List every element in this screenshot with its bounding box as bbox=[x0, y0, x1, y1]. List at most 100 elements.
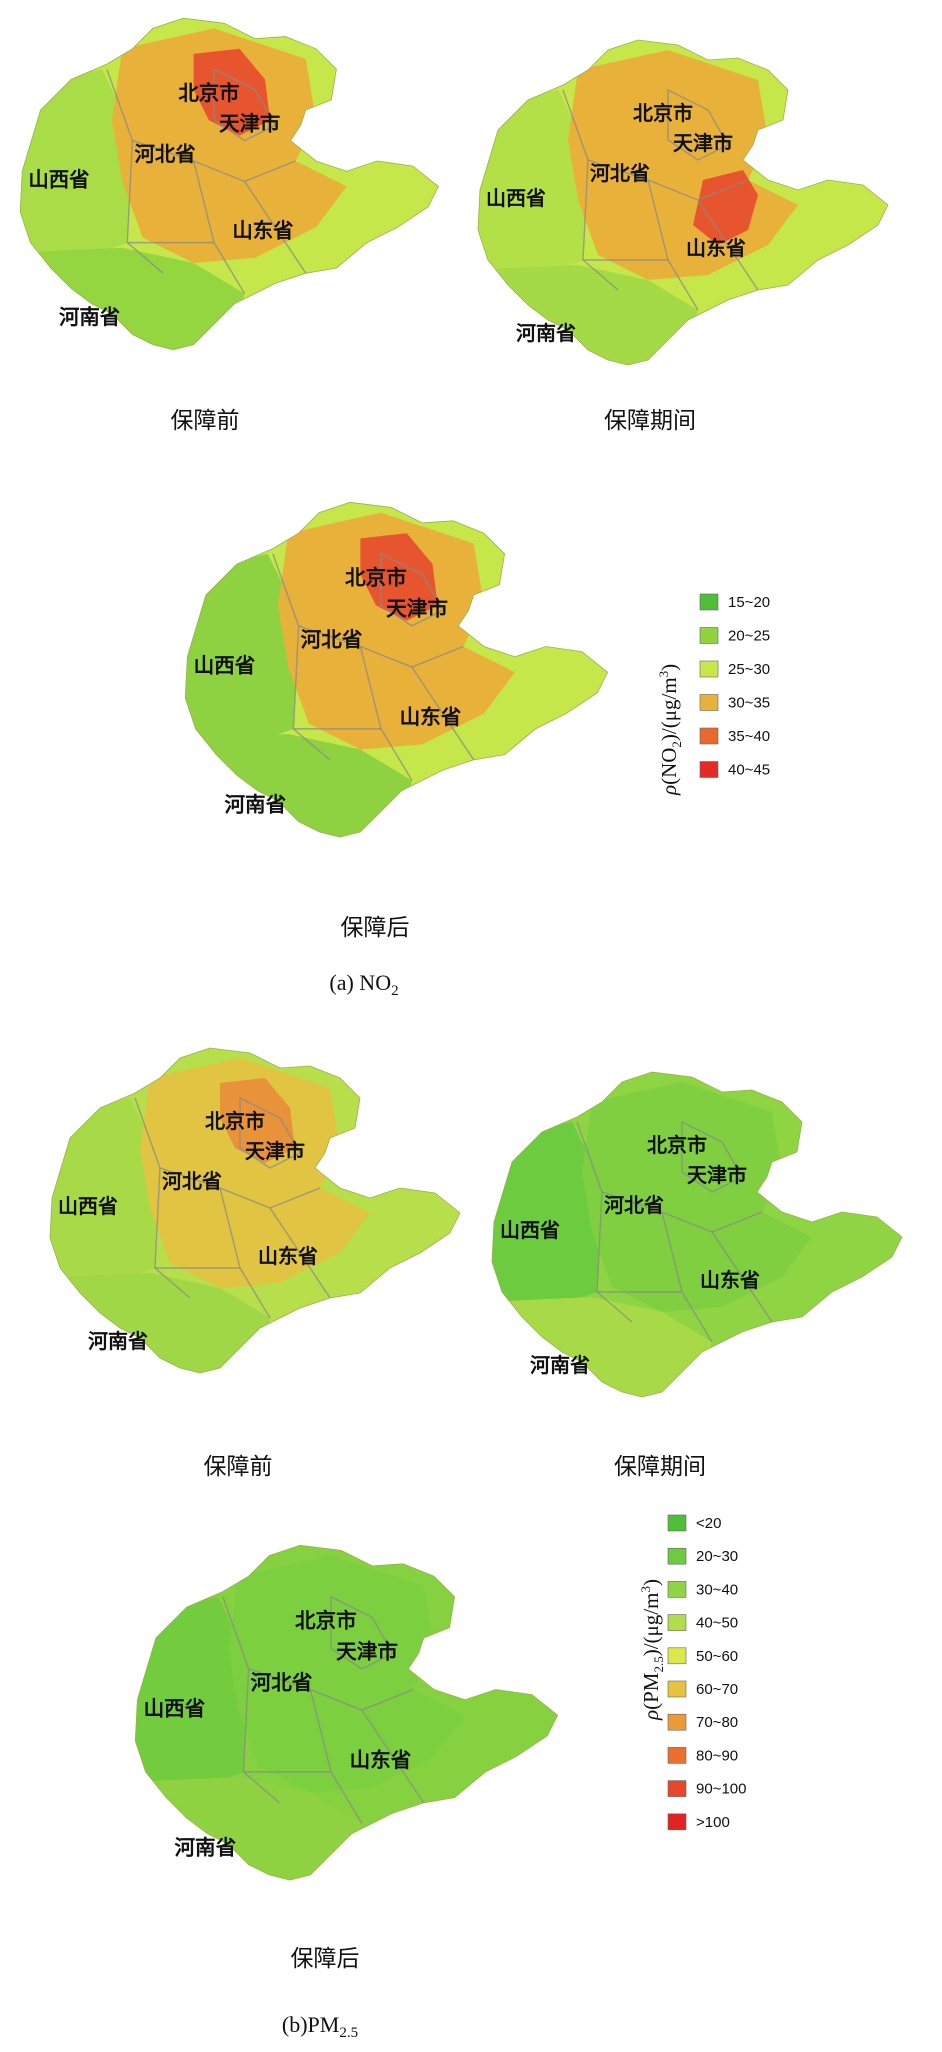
province-border bbox=[213, 68, 277, 142]
province-label: 山西省 bbox=[486, 186, 546, 210]
province-label: 山西省 bbox=[194, 653, 256, 677]
map-fill-core bbox=[582, 1082, 812, 1312]
province-border bbox=[576, 1121, 633, 1323]
legend-label: 70~80 bbox=[696, 1714, 738, 1731]
map-caption: 保障后 bbox=[291, 1946, 360, 1972]
legend-label: 80~90 bbox=[696, 1747, 738, 1764]
province-border bbox=[159, 1167, 321, 1209]
province-label: 山东省 bbox=[686, 236, 746, 260]
province-label: 北京市 bbox=[345, 566, 407, 590]
map-fill-core bbox=[278, 512, 515, 750]
province-label: 山东省 bbox=[350, 1748, 412, 1772]
legend-label: >100 bbox=[696, 1814, 730, 1831]
legend-label: 30~35 bbox=[728, 695, 770, 712]
panel-label-b: (b)PM2.5 bbox=[282, 2012, 358, 2041]
legend-swatch bbox=[667, 1581, 687, 1598]
province-border bbox=[239, 1096, 301, 1169]
legend-label: 30~40 bbox=[696, 1581, 738, 1598]
province-border bbox=[681, 1120, 743, 1193]
map-caption: 保障前 bbox=[204, 1454, 273, 1480]
map-fill-core bbox=[112, 28, 347, 264]
province-border bbox=[411, 666, 475, 761]
legend-title: ρ(NO2)/(μg/m3) bbox=[656, 664, 684, 796]
map-fill-west bbox=[50, 1098, 160, 1298]
province-border bbox=[134, 1097, 191, 1299]
province-label: 山西省 bbox=[58, 1194, 118, 1218]
province-label: 河北省 bbox=[162, 1169, 222, 1193]
province-border bbox=[711, 1231, 773, 1323]
legend-label: 40~50 bbox=[696, 1615, 738, 1632]
legend-label: 20~30 bbox=[696, 1548, 738, 1565]
province-border bbox=[697, 199, 759, 291]
legend-swatch bbox=[667, 1680, 687, 1698]
legend-no2: ρ(NO2)/(μg/m3) 15~20 20~25 25~30 30~35 35~40 4… bbox=[656, 593, 770, 796]
province-label: 北京市 bbox=[205, 1109, 265, 1133]
map-fill-hot bbox=[662, 1102, 737, 1187]
map-fill-west bbox=[20, 69, 133, 274]
province-border bbox=[244, 181, 307, 274]
province-label: 北京市 bbox=[178, 81, 239, 105]
legend-label: 35~40 bbox=[728, 728, 770, 745]
province-label: 河北省 bbox=[590, 161, 650, 185]
province-label: 天津市 bbox=[386, 597, 448, 621]
province-border bbox=[248, 1668, 414, 1711]
province-label: 天津市 bbox=[219, 111, 280, 135]
maps-layer: 北京市天津市河北省山西省山东省河南省北京市天津市河北省山西省山东省河南省北京市天… bbox=[19, 17, 903, 1881]
map-caption: 保障前 bbox=[171, 408, 240, 434]
legend-swatch bbox=[699, 694, 719, 711]
province-label: 天津市 bbox=[336, 1640, 398, 1664]
legend-swatch bbox=[667, 1713, 687, 1731]
province-border bbox=[380, 552, 444, 627]
legend-swatch bbox=[699, 727, 719, 745]
province-label: 河北省 bbox=[134, 142, 195, 166]
map-caption: 保障期间 bbox=[604, 408, 696, 434]
panel-label-a: (a) NO2 bbox=[329, 970, 398, 999]
legend-label: 50~60 bbox=[696, 1648, 738, 1665]
province-border bbox=[587, 159, 749, 201]
province-label: 山东省 bbox=[700, 1268, 760, 1292]
legend-swatch bbox=[667, 1813, 687, 1831]
province-border bbox=[222, 1596, 280, 1804]
province-label: 河南省 bbox=[59, 305, 120, 329]
legend-label: 20~25 bbox=[728, 628, 770, 645]
map-caption: 保障期间 bbox=[614, 1454, 706, 1480]
legend-swatch bbox=[699, 761, 719, 778]
province-label: 北京市 bbox=[633, 101, 693, 125]
province-label: 山西省 bbox=[500, 1218, 560, 1242]
legend-label: 15~20 bbox=[728, 594, 770, 611]
province-label: 山西省 bbox=[144, 1696, 206, 1720]
legend-label: 90~100 bbox=[696, 1781, 746, 1798]
map-fill-west bbox=[185, 553, 299, 760]
legend-label: <20 bbox=[696, 1515, 721, 1532]
map-fill-west bbox=[478, 90, 588, 290]
map-fill-hot bbox=[310, 1576, 388, 1664]
province-border bbox=[601, 1191, 763, 1233]
legend-swatch bbox=[699, 627, 719, 644]
legend-swatch bbox=[667, 1547, 687, 1565]
legend-pm25: ρ(PM2.5)/(μg/m3) <20 20~30 30~40 40~50 50~60 6… bbox=[638, 1514, 746, 1831]
province-label: 山东省 bbox=[400, 705, 462, 729]
province-border bbox=[269, 1207, 331, 1299]
legend-swatch bbox=[699, 593, 719, 611]
province-border bbox=[298, 625, 464, 668]
province-label: 河南省 bbox=[88, 1329, 148, 1353]
province-border bbox=[106, 68, 164, 274]
map-fill-core bbox=[140, 1058, 370, 1288]
map-fill-core bbox=[228, 1555, 465, 1793]
map-fill-west bbox=[135, 1596, 249, 1803]
province-label: 河南省 bbox=[174, 1835, 236, 1859]
province-label: 天津市 bbox=[245, 1139, 305, 1163]
province-label: 河北省 bbox=[301, 628, 363, 652]
province-label: 河南省 bbox=[224, 792, 286, 816]
province-label: 河南省 bbox=[516, 321, 576, 345]
province-label: 天津市 bbox=[673, 131, 733, 155]
province-label: 山东省 bbox=[258, 1244, 318, 1268]
legend-label: 40~45 bbox=[728, 762, 770, 779]
province-border bbox=[330, 1595, 394, 1670]
